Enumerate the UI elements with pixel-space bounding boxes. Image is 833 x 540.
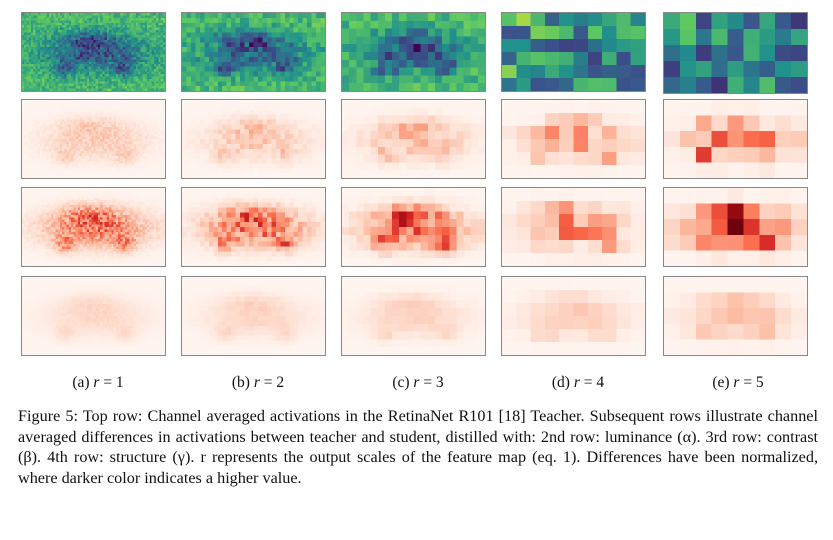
- sublabel-d: (d) r = 4: [551, 374, 605, 391]
- heatmap-luminance-diff-c: [341, 99, 486, 179]
- heatmap-luminance-diff-e: [663, 99, 808, 179]
- heatmap-structure-diff-c: [341, 276, 486, 356]
- heatmap-teacher-activation-a: [21, 12, 166, 92]
- heatmap-teacher-activation-d: [501, 12, 646, 92]
- heatmap-contrast-diff-e: [663, 187, 808, 267]
- heatmap-contrast-diff-c: [341, 187, 486, 267]
- heatmap-luminance-diff-a: [21, 99, 166, 179]
- sublabel-e: (e) r = 5: [712, 374, 764, 391]
- heatmap-contrast-diff-a: [21, 187, 166, 267]
- heatmap-structure-diff-b: [181, 276, 326, 356]
- sublabel-c: (c) r = 3: [392, 374, 444, 391]
- heatmap-luminance-diff-d: [501, 99, 646, 179]
- figure-caption: Figure 5: Top row: Channel averaged acti…: [18, 407, 818, 487]
- heatmap-structure-diff-d: [501, 276, 646, 356]
- sublabel-a: (a) r = 1: [72, 374, 124, 391]
- heatmap-structure-diff-a: [21, 276, 166, 356]
- sublabel-b: (b) r = 2: [231, 374, 285, 391]
- heatmap-contrast-diff-d: [501, 187, 646, 267]
- heatmap-teacher-activation-b: [181, 12, 326, 92]
- heatmap-contrast-diff-b: [181, 187, 326, 267]
- heatmap-luminance-diff-b: [181, 99, 326, 179]
- heatmap-teacher-activation-e: [663, 12, 808, 94]
- heatmap-structure-diff-e: [663, 276, 808, 356]
- heatmap-teacher-activation-c: [341, 12, 486, 92]
